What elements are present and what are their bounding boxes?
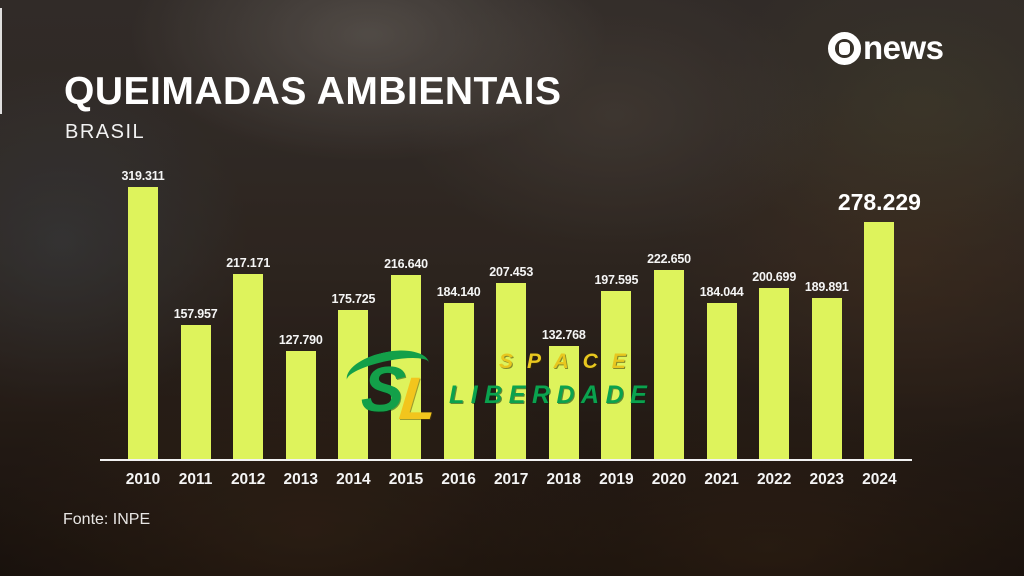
value-label-2015: 216.640 [384,257,428,271]
left-edge-highlight [0,8,2,114]
bar-2010 [128,187,158,460]
year-label-2013: 2013 [283,471,319,488]
value-label-2014: 175.725 [331,292,376,306]
year-label-2022: 2022 [756,471,792,488]
bar-2020 [654,270,684,460]
source-credit: Fonte: INPE [63,511,151,528]
globo-sphere-icon [828,31,861,65]
bar-2016 [443,303,474,460]
page-subtitle: BRASIL [65,121,146,143]
year-label-2015: 2015 [388,471,424,488]
year-label-2021: 2021 [704,471,739,488]
value-label-2016: 184.140 [436,285,481,299]
year-label-2011: 2011 [178,471,213,488]
value-label-2023: 189.891 [804,280,849,294]
bar-2023 [811,298,842,460]
bar-2014 [338,310,369,460]
bar-2012 [233,274,264,460]
bar-2018 [548,346,579,460]
year-label-2014: 2014 [336,471,371,488]
bar-2024 [864,222,895,460]
year-label-2018: 2018 [546,471,582,488]
value-label-2018: 132.768 [541,328,586,342]
value-label-2012: 217.171 [226,256,271,270]
bar-2022 [759,288,790,460]
value-label-2019: 197.595 [594,273,639,287]
value-label-2021: 184.044 [699,285,744,299]
bar-2017 [496,283,527,460]
year-label-2010: 2010 [125,471,161,488]
bar-2015 [391,275,421,460]
value-label-2024: 278.229 [837,189,921,215]
channel-logo-text: news [863,29,944,66]
x-axis-line [100,459,912,461]
year-label-2019: 2019 [599,471,634,488]
bar-2021 [706,303,737,460]
year-label-2024: 2024 [862,471,897,488]
bar-2011 [180,325,211,460]
page-title: QUEIMADAS AMBIENTAIS [64,70,562,113]
year-label-2016: 2016 [441,471,476,488]
year-label-2017: 2017 [493,471,529,488]
value-label-2010: 319.311 [121,169,165,183]
bar-2013 [285,351,316,460]
value-label-2020: 222.650 [647,252,691,266]
channel-logo: news [828,29,944,67]
year-label-2012: 2012 [230,471,266,488]
value-label-2017: 207.453 [489,265,534,279]
year-label-2023: 2023 [809,471,845,488]
value-label-2022: 200.699 [752,270,797,284]
year-label-2020: 2020 [651,471,687,488]
value-label-2013: 127.790 [278,333,323,347]
bar-2019 [601,291,632,460]
value-label-2011: 157.957 [173,307,218,321]
